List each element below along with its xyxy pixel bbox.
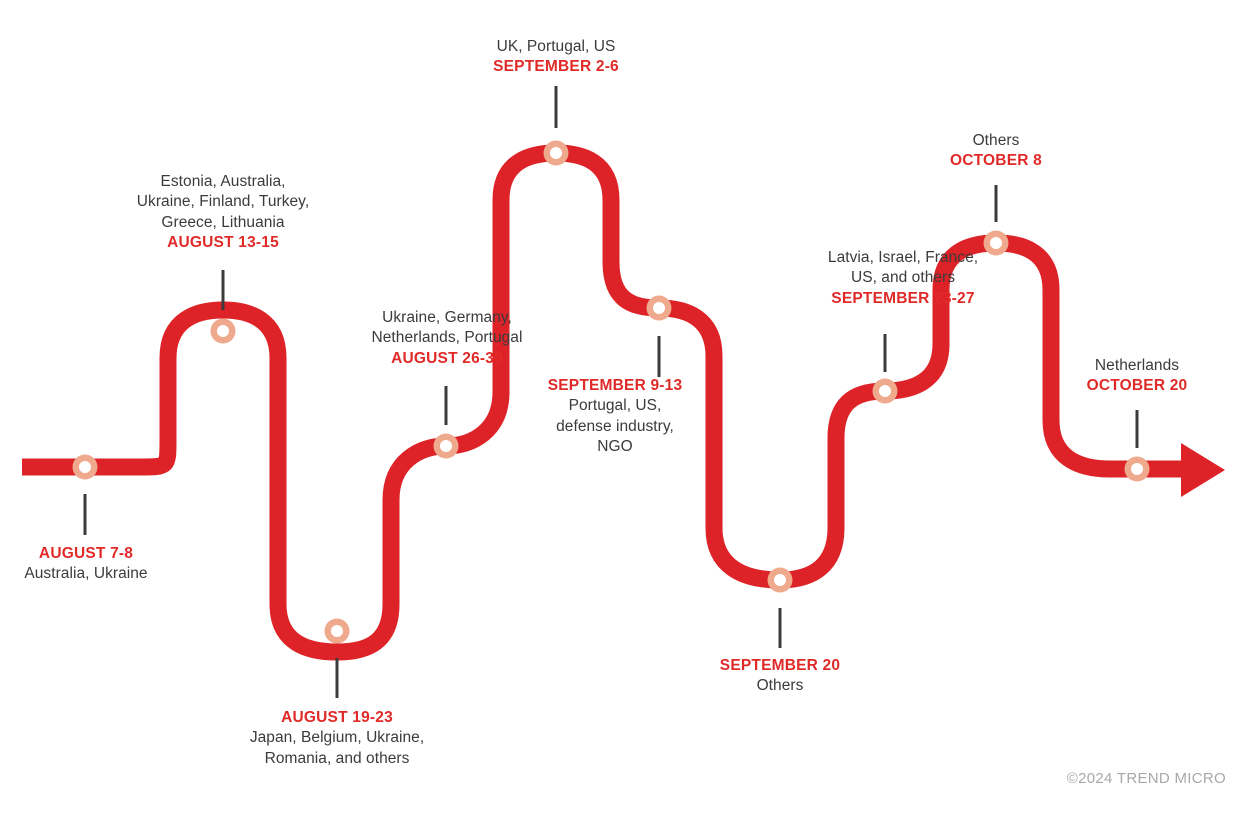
event-places-sep-2-6: UK, Portugal, US [496,38,616,55]
event-label-sep-2-6: UK, Portugal, US SEPTEMBER 2-6 [443,37,669,78]
event-label-sep-23-27: Latvia, Israel, France, US, and others SE… [743,248,1063,309]
event-date-oct-20: OCTOBER 20 [1086,377,1188,395]
event-label-aug-19-23: AUGUST 19-23 Japan, Belgium, Ukraine, Rom… [224,708,450,769]
event-label-oct-8: Others OCTOBER 8 [906,131,1086,172]
event-label-sep-9-13: SEPTEMBER 9-13 Portugal, US, defense indu… [524,376,706,458]
event-label-sep-20: SEPTEMBER 20 Others [690,656,870,697]
node-marker-center-aug-7-8 [79,461,91,473]
event-date-sep-20: SEPTEMBER 20 [719,657,841,674]
event-label-aug-13-15: Estonia, Australia, Ukraine, Finland, Tu… [110,172,336,254]
event-date-aug-26-30: AUGUST 26-30 [391,349,503,367]
node-marker-center-oct-8 [990,237,1002,249]
timeline-nodes-group [72,140,1150,644]
tick-lines-group [83,86,1139,698]
copyright-notice: ©2024 TREND MICRO [1066,770,1226,787]
event-places-aug-19-23: Japan, Belgium, Ukraine, Romania, and ot… [249,729,425,767]
event-label-oct-20: Netherlands OCTOBER 20 [1047,356,1227,397]
event-places-oct-8: Others [972,132,1020,149]
node-marker-center-oct-20 [1131,463,1143,475]
node-marker-center-sep-20 [774,574,786,586]
node-marker-center-aug-13-15 [217,325,229,337]
event-places-aug-7-8: Australia, Ukraine [24,565,148,583]
event-date-sep-9-13: SEPTEMBER 9-13 [547,377,683,394]
node-marker-center-sep-9-13 [653,302,665,314]
node-marker-center-aug-19-23 [331,625,343,637]
event-places-aug-26-30: Ukraine, Germany, Netherlands, Portugal [371,309,523,347]
timeline-red-path [22,144,1192,661]
node-marker-center-sep-2-6 [550,147,562,159]
node-marker-center-sep-23-27 [879,385,891,397]
event-label-aug-7-8: AUGUST 7-8 Australia, Ukraine [0,544,172,585]
event-date-aug-7-8: AUGUST 7-8 [38,545,134,562]
event-places-aug-13-15: Estonia, Australia, Ukraine, Finland, Tu… [136,173,310,231]
event-date-sep-23-27: SEPTEMBER 23-27 [831,289,975,307]
node-marker-center-aug-26-30 [440,440,452,452]
event-date-aug-13-15: AUGUST 13-15 [167,234,279,252]
arrow-head-icon [1181,443,1225,497]
event-places-sep-9-13: Portugal, US, defense industry, NGO [556,397,674,456]
event-places-oct-20: Netherlands [1094,357,1180,374]
event-date-oct-8: OCTOBER 8 [950,152,1042,170]
event-date-aug-19-23: AUGUST 19-23 [281,709,393,726]
event-places-sep-23-27: Latvia, Israel, France, US, and others [827,249,979,287]
event-date-sep-2-6: SEPTEMBER 2-6 [493,58,619,76]
event-places-sep-20: Others [756,677,804,695]
event-label-aug-26-30: Ukraine, Germany, Netherlands, Portugal A… [322,308,572,369]
